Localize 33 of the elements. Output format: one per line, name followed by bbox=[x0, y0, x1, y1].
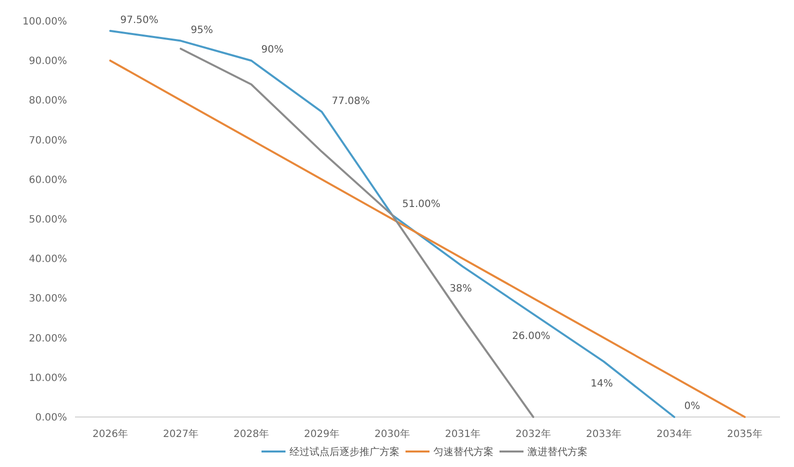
y-tick-label: 70.00% bbox=[28, 135, 67, 146]
data-label: 38% bbox=[450, 284, 472, 295]
legend-label: 激进替代方案 bbox=[528, 446, 588, 458]
y-tick-label: 100.00% bbox=[22, 16, 67, 28]
x-tick-label: 2032年 bbox=[516, 428, 551, 440]
x-tick-label: 2027年 bbox=[163, 428, 198, 440]
y-tick-label: 90.00% bbox=[28, 56, 67, 68]
data-label: 77.08% bbox=[332, 96, 370, 107]
x-tick-label: 2034年 bbox=[656, 428, 692, 440]
data-label: 90% bbox=[261, 44, 284, 56]
y-tick-label: 40.00% bbox=[28, 254, 67, 266]
y-tick-label: 60.00% bbox=[28, 174, 67, 186]
x-tick-label: 2026年 bbox=[92, 428, 128, 440]
x-tick-label: 2029年 bbox=[304, 428, 340, 440]
y-tick-label: 80.00% bbox=[28, 96, 67, 107]
data-label: 51.00% bbox=[402, 199, 440, 210]
x-tick-label: 2030年 bbox=[374, 428, 410, 440]
y-tick-label: 50.00% bbox=[28, 214, 67, 226]
x-tick-label: 2033年 bbox=[586, 428, 622, 440]
data-label: 0% bbox=[684, 401, 700, 412]
legend-label: 经过试点后逐步推广方案 bbox=[290, 446, 400, 458]
data-label: 97.50% bbox=[120, 14, 158, 26]
legend-label: 匀速替代方案 bbox=[434, 446, 494, 458]
x-tick-label: 2035年 bbox=[727, 428, 762, 440]
y-tick-label: 10.00% bbox=[28, 372, 67, 384]
y-tick-label: 20.00% bbox=[28, 333, 67, 344]
x-tick-label: 2031年 bbox=[445, 428, 480, 440]
data-label: 95% bbox=[190, 24, 213, 36]
data-label: 14% bbox=[590, 378, 613, 390]
y-tick-label: 0.00% bbox=[35, 412, 67, 424]
y-tick-label: 30.00% bbox=[28, 294, 67, 305]
data-label: 26.00% bbox=[512, 331, 550, 342]
x-tick-label: 2028年 bbox=[234, 428, 269, 440]
